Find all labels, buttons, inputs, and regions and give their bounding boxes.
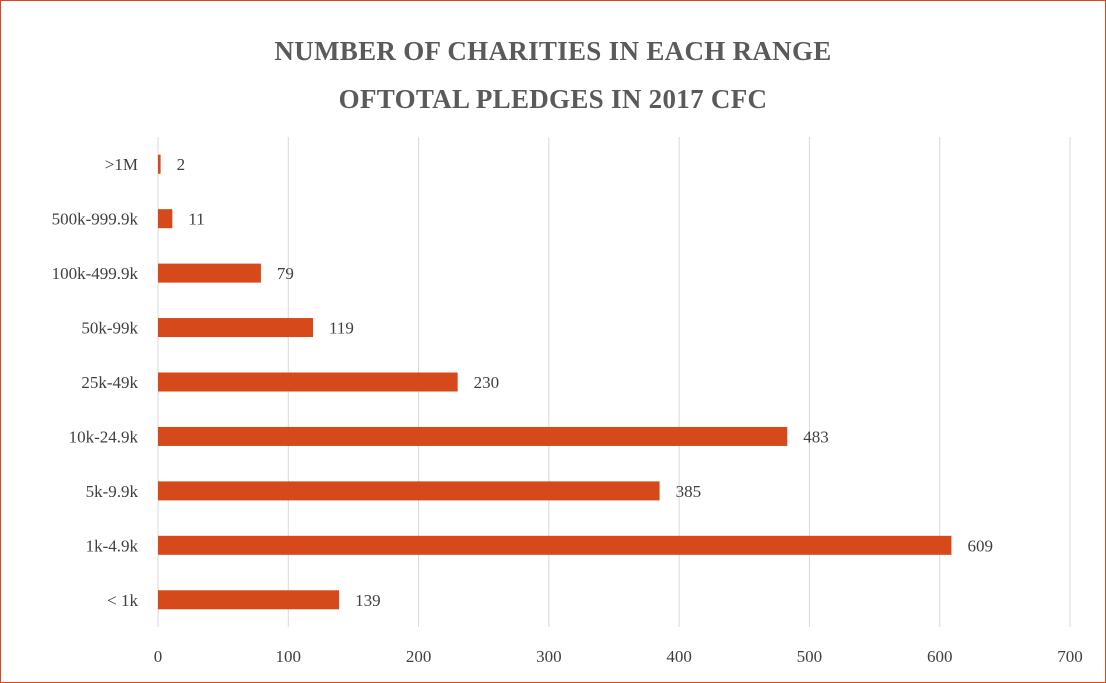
chart-title: NUMBER OF CHARITIES IN EACH RANGE OFTOTA… (1, 27, 1105, 123)
bar (158, 209, 173, 229)
category-label: >1M (105, 155, 138, 174)
x-tick-label: 0 (154, 647, 163, 666)
data-label: 79 (277, 264, 294, 283)
category-label: 1k-4.9k (86, 536, 139, 555)
category-label: 5k-9.9k (86, 482, 139, 501)
bar (158, 481, 660, 501)
x-tick-label: 200 (406, 647, 432, 666)
category-label: 100k-499.9k (52, 264, 139, 283)
chart-title-line-2: OFTOTAL PLEDGES IN 2017 CFC (338, 84, 768, 114)
data-label: 609 (967, 536, 993, 555)
x-tick-label: 500 (797, 647, 823, 666)
category-label: 50k-99k (81, 319, 138, 338)
data-label: 230 (474, 373, 500, 392)
bar (158, 426, 788, 446)
data-label: 2 (177, 155, 186, 174)
x-tick-label: 100 (276, 647, 302, 666)
data-label: 139 (355, 591, 381, 610)
x-tick-label: 700 (1057, 647, 1083, 666)
x-tick-label: 300 (536, 647, 562, 666)
bar (158, 263, 261, 283)
bar (158, 154, 161, 174)
category-label: < 1k (107, 591, 138, 610)
data-label: 385 (676, 482, 702, 501)
data-label: 483 (803, 427, 829, 446)
bar (158, 535, 952, 555)
data-label: 11 (188, 210, 204, 229)
x-tick-label: 600 (927, 647, 953, 666)
category-label: 500k-999.9k (52, 210, 139, 229)
chart-title-line-1: NUMBER OF CHARITIES IN EACH RANGE (274, 36, 832, 66)
bar (158, 590, 340, 610)
bar (158, 318, 314, 338)
category-label: 25k-49k (81, 373, 138, 392)
category-label: 10k-24.9k (69, 427, 139, 446)
data-label: 119 (329, 319, 354, 338)
x-tick-label: 400 (666, 647, 692, 666)
bar (158, 372, 458, 392)
